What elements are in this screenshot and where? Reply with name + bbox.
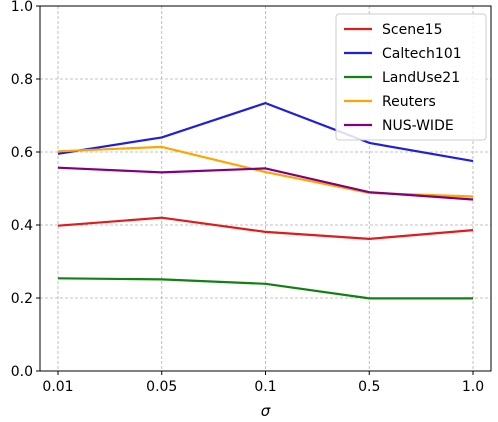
series-line-nus-wide: [57, 166, 474, 201]
legend-frame: [335, 13, 487, 141]
y-tick-label: 0.6: [11, 145, 33, 161]
legend-label: Scene15: [382, 22, 443, 38]
legend-label: NUS-WIDE: [382, 118, 454, 134]
y-tick-label: 1.0: [11, 0, 33, 15]
x-tick-label: 0.05: [146, 379, 177, 395]
legend-label: LandUse21: [382, 70, 460, 86]
legend-label: Reuters: [382, 94, 436, 110]
y-tick-label: 0.2: [11, 291, 33, 307]
x-tick-label: 0.5: [358, 379, 380, 395]
legend: Scene15 Caltech101 LandUse21 Reuters NUS-WID…: [335, 13, 487, 141]
series-lines: [57, 101, 474, 300]
series-line-scene15: [57, 216, 474, 240]
x-axis-label: σ: [261, 402, 271, 420]
y-tick-label: 0.8: [11, 72, 33, 88]
x-tick-label: 0.01: [42, 379, 73, 395]
legend-label: Caltech101: [382, 46, 462, 62]
series-line-reuters: [57, 145, 474, 198]
y-tick-label: 0.0: [11, 364, 33, 380]
series-line-caltech101: [57, 101, 474, 163]
axis-ticks: 0.01 0.05 0.1 0.5 1.0 0.0 0.2 0.4 0.6 0.8 1.0: [11, 0, 484, 395]
series-line-landuse21: [57, 277, 473, 300]
y-tick-label: 0.4: [11, 218, 33, 234]
x-tick-label: 1.0: [462, 379, 484, 395]
x-tick-label: 0.1: [254, 379, 276, 395]
